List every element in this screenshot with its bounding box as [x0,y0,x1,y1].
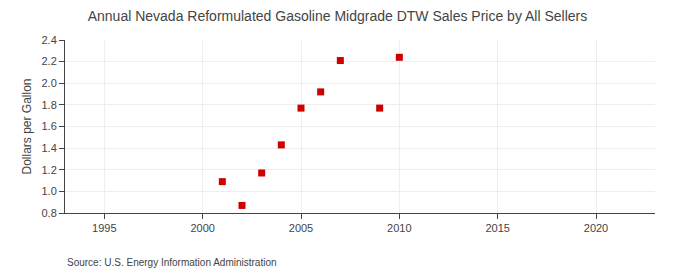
svg-text:2005: 2005 [289,222,313,234]
svg-text:2015: 2015 [485,222,509,234]
svg-text:Dollars per Gallon: Dollars per Gallon [20,78,34,174]
svg-text:1.0: 1.0 [42,185,57,197]
svg-text:2.2: 2.2 [42,55,57,67]
svg-text:2020: 2020 [584,222,608,234]
svg-text:1.4: 1.4 [42,142,57,154]
svg-text:1.8: 1.8 [42,99,57,111]
svg-text:Annual Nevada Reformulated Gas: Annual Nevada Reformulated Gasoline Midg… [88,8,588,24]
svg-text:2010: 2010 [387,222,411,234]
svg-text:2.4: 2.4 [42,34,57,46]
svg-text:1995: 1995 [92,222,116,234]
svg-text:2.0: 2.0 [42,77,57,89]
svg-text:0.8: 0.8 [42,207,57,219]
svg-text:1.2: 1.2 [42,164,57,176]
svg-text:2000: 2000 [190,222,214,234]
svg-text:Source: U.S. Energy Informatio: Source: U.S. Energy Information Administ… [67,257,277,268]
svg-text:1.6: 1.6 [42,120,57,132]
